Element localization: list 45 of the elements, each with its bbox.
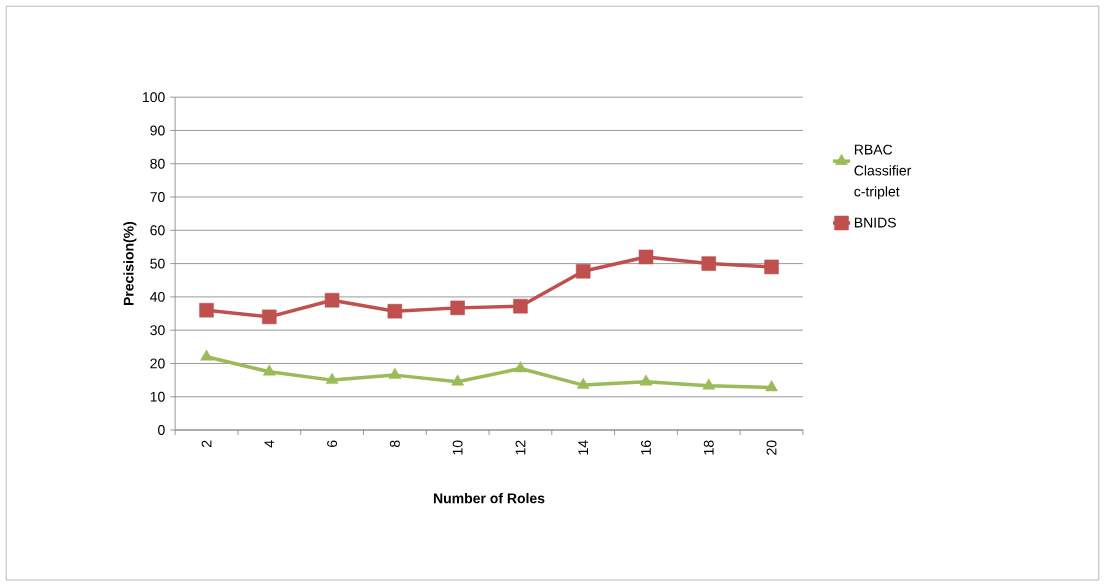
point (325, 372, 339, 384)
x-tick-label: 2 (201, 440, 212, 447)
x-tick-label: 12 (515, 440, 526, 455)
point (513, 298, 528, 314)
x-tick-label: 6 (327, 440, 338, 447)
point (262, 309, 277, 325)
point (450, 300, 465, 316)
point (451, 374, 464, 386)
point (199, 302, 214, 318)
x-tick-label: 10 (452, 440, 463, 455)
x-axis-title: Number of Roles (433, 492, 545, 504)
y-tick-label: 40 (150, 291, 165, 302)
point (639, 374, 653, 386)
point (263, 364, 276, 376)
y-tick-label: 10 (150, 391, 165, 402)
x-tick-label: 14 (578, 440, 589, 455)
point (764, 259, 779, 275)
point (701, 256, 717, 271)
y-tick-label: 90 (150, 125, 165, 136)
legend-label: BNIDS (854, 217, 896, 228)
point (324, 292, 340, 308)
y-tick-label: 60 (150, 225, 165, 236)
point (200, 349, 213, 361)
x-tick-label: 20 (766, 440, 777, 455)
y-tick-label: 100 (142, 92, 165, 103)
y-tick-label: 0 (158, 424, 165, 435)
y-tick-label: 30 (150, 325, 165, 336)
y-tick-label: 20 (150, 358, 165, 369)
point (575, 263, 591, 279)
point (702, 378, 716, 390)
x-tick-label: 4 (264, 440, 275, 448)
point (514, 361, 527, 373)
point (387, 303, 403, 319)
point (388, 367, 402, 379)
point (638, 249, 654, 265)
y-tick-label: 70 (150, 191, 165, 202)
point (765, 380, 778, 392)
point (576, 377, 590, 389)
y-tick-label: 50 (150, 258, 165, 269)
x-tick-label: 8 (389, 440, 400, 447)
y-axis-title: Precision(%) (123, 221, 137, 305)
legend-label: RBAC Classifier c-triplet (854, 144, 912, 200)
y-tick-label: 80 (150, 158, 165, 169)
x-tick-label: 16 (641, 440, 651, 455)
x-tick-label: 18 (703, 440, 714, 455)
